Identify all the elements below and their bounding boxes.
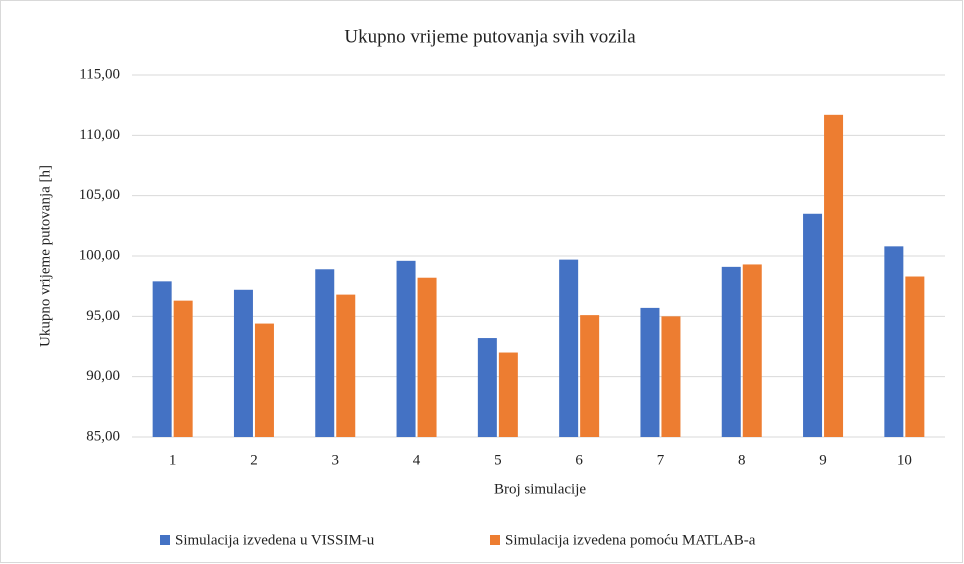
bar (477, 338, 497, 437)
y-tick-label: 110,00 (79, 127, 120, 143)
x-tick-label: 3 (332, 452, 340, 468)
bar (661, 316, 681, 437)
bar (640, 307, 660, 437)
bar (498, 352, 518, 437)
bar (803, 213, 823, 437)
y-tick-label: 100,00 (79, 247, 120, 263)
bar (417, 277, 437, 437)
legend-swatch (490, 535, 500, 545)
bar (905, 276, 925, 437)
x-tick-label: 5 (494, 452, 502, 468)
x-tick-label: 10 (897, 452, 912, 468)
bar (884, 246, 904, 437)
bar (315, 269, 335, 437)
bar (233, 289, 253, 437)
x-tick-label: 4 (413, 452, 421, 468)
x-tick-label: 8 (738, 452, 746, 468)
x-axis-label: Broj simulacije (494, 481, 586, 497)
x-tick-label: 6 (575, 452, 583, 468)
x-tick-label: 2 (250, 452, 258, 468)
bar (580, 315, 600, 437)
x-tick-label: 7 (657, 452, 665, 468)
legend-label: Simulacija izvedena u VISSIM-u (175, 532, 375, 548)
bar (721, 266, 741, 437)
bar (336, 294, 356, 437)
legend-label: Simulacija izvedena pomoću MATLAB-a (505, 532, 756, 548)
y-tick-label: 105,00 (79, 187, 120, 203)
bar (559, 259, 579, 437)
y-tick-label: 85,00 (86, 428, 120, 444)
chart-title: Ukupno vrijeme putovanja svih vozila (344, 26, 636, 47)
y-axis-label: Ukupno vrijeme putovanja [h] (37, 165, 53, 347)
bar (396, 260, 416, 437)
bar (742, 264, 762, 437)
y-tick-label: 115,00 (79, 66, 120, 82)
y-tick-label: 90,00 (86, 368, 120, 384)
x-tick-label: 1 (169, 452, 177, 468)
y-tick-label: 95,00 (86, 308, 120, 324)
legend-swatch (160, 535, 170, 545)
bar (173, 300, 193, 437)
x-tick-label: 9 (819, 452, 827, 468)
bar (254, 323, 274, 437)
bar (824, 114, 844, 437)
bar (152, 281, 172, 437)
